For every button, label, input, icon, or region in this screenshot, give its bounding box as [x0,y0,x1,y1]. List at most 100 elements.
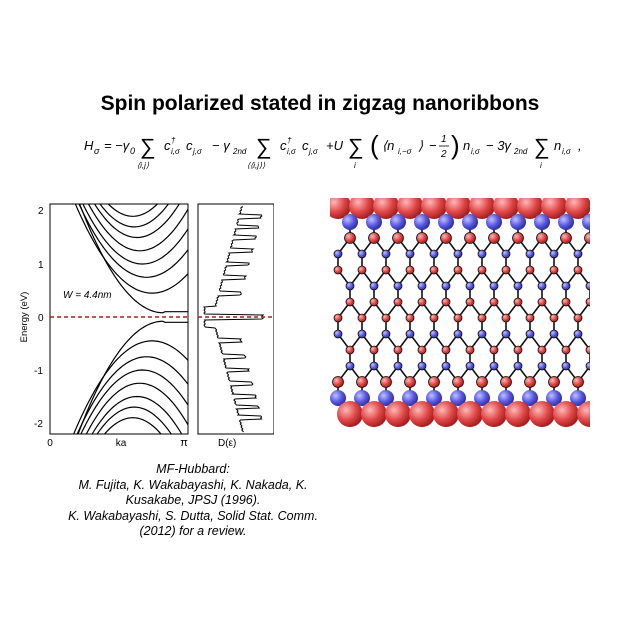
eq-minus-3gamma: − 3γ [486,138,512,153]
eq-c4-sub: j,σ [308,147,319,156]
spin-up-atom [501,313,511,323]
spin-up-atom [349,198,375,219]
spin-up-atom [536,232,548,244]
spin-up-atom [404,376,416,388]
spin-up-atom [476,376,488,388]
spin-down-atom [426,390,442,406]
spin-down-atom [369,361,379,371]
spin-up-atom [445,198,471,219]
eq-c1: c [164,138,171,153]
x-tick-pi: π [180,437,188,449]
band-curve [87,204,188,252]
spin-up-atom [369,345,379,355]
spin-down-atom [393,281,403,291]
spin-down-atom [429,329,439,339]
spin-down-atom [450,390,466,406]
spin-up-atom [393,297,403,307]
eq-c4: c [302,138,309,153]
spin-up-atom [481,401,507,427]
spin-down-atom [582,214,590,230]
spin-down-atom [462,214,478,230]
spin-down-atom [501,249,511,259]
caption-line: Kusakabe, JPSJ (1996). [125,493,261,507]
spin-down-atom [330,390,346,406]
spin-down-atom [465,281,475,291]
spin-up-atom [333,265,343,275]
spin-down-atom [477,329,487,339]
spin-up-atom [553,401,579,427]
spin-down-atom [510,214,526,230]
spin-down-atom [549,249,559,259]
y-tick-label: -1 [34,366,43,377]
spin-up-atom [488,232,500,244]
spin-down-atom [489,361,499,371]
sum-symbol: ∑ [534,134,550,159]
spin-down-atom [585,361,590,371]
spin-up-atom [333,313,343,323]
spin-down-atom [489,281,499,291]
band-curve [107,204,159,217]
eq-sum3-sub: i [354,161,356,170]
spin-up-atom [405,265,415,275]
spin-down-atom [438,214,454,230]
spin-up-atom [330,198,351,219]
dos-plot-frame [197,203,274,435]
spin-down-atom [561,281,571,291]
sum-symbol: ∑ [348,134,364,159]
spin-down-atom [414,214,430,230]
spin-down-atom [405,249,415,259]
spin-up-atom [573,313,583,323]
eq-c1-sup: † [171,136,176,145]
spin-down-atom [402,390,418,406]
spin-down-atom [522,390,538,406]
spin-up-atom [464,232,476,244]
spin-down-atom [537,281,547,291]
spin-up-atom [477,313,487,323]
eq-half-num: 1 [441,134,447,145]
spin-up-atom [500,376,512,388]
spin-down-atom [573,329,583,339]
eq-c3-sub: i,σ [287,147,297,156]
spin-up-atom [537,345,547,355]
spin-up-atom [345,345,355,355]
spin-down-atom [393,361,403,371]
spin-up-atom [560,232,572,244]
spin-down-atom [390,214,406,230]
eq-equals-gamma: = −γ [104,138,131,153]
eq-n-expect: ⟨n [382,138,394,153]
spin-up-atom [501,265,511,275]
spin-up-atom [585,297,590,307]
reference-caption: MF-Hubbard: M. Fujita, K. Wakabayashi, K… [58,462,328,540]
caption-line: M. Fujita, K. Wakabayashi, K. Nakada, K. [78,477,308,492]
y-tick-label: 0 [38,313,44,324]
spin-down-atom [357,329,367,339]
spin-up-atom [368,232,380,244]
spin-up-atom [457,401,483,427]
eq-n-last-sub: i,σ [562,147,572,156]
dos-curve [203,205,265,433]
spin-up-atom [345,297,355,307]
eq-c2-sub: j,σ [192,147,203,156]
spin-down-atom [441,361,451,371]
spin-down-atom [345,361,355,371]
band-curve [78,204,188,278]
spin-up-atom [469,198,495,219]
spin-up-atom [572,376,584,388]
spin-up-atom [417,297,427,307]
spin-down-atom [453,329,463,339]
spin-up-atom [381,313,391,323]
spin-up-atom [525,313,535,323]
band-curve [103,417,162,434]
spin-up-atom [428,376,440,388]
spin-up-atom [344,232,356,244]
spin-up-atom [440,232,452,244]
eq-minus-gamma2: − γ [212,138,231,153]
spin-up-atom [373,198,399,219]
spin-up-atom [361,401,387,427]
caption-line: MF-Hubbard: [156,462,230,476]
y-tick-label: 1 [38,260,44,271]
zigzag-ribbon-spin-density [330,198,590,427]
y-tick-label: 2 [38,206,44,217]
eq-minus-half: − [429,138,437,153]
spin-down-atom [357,249,367,259]
